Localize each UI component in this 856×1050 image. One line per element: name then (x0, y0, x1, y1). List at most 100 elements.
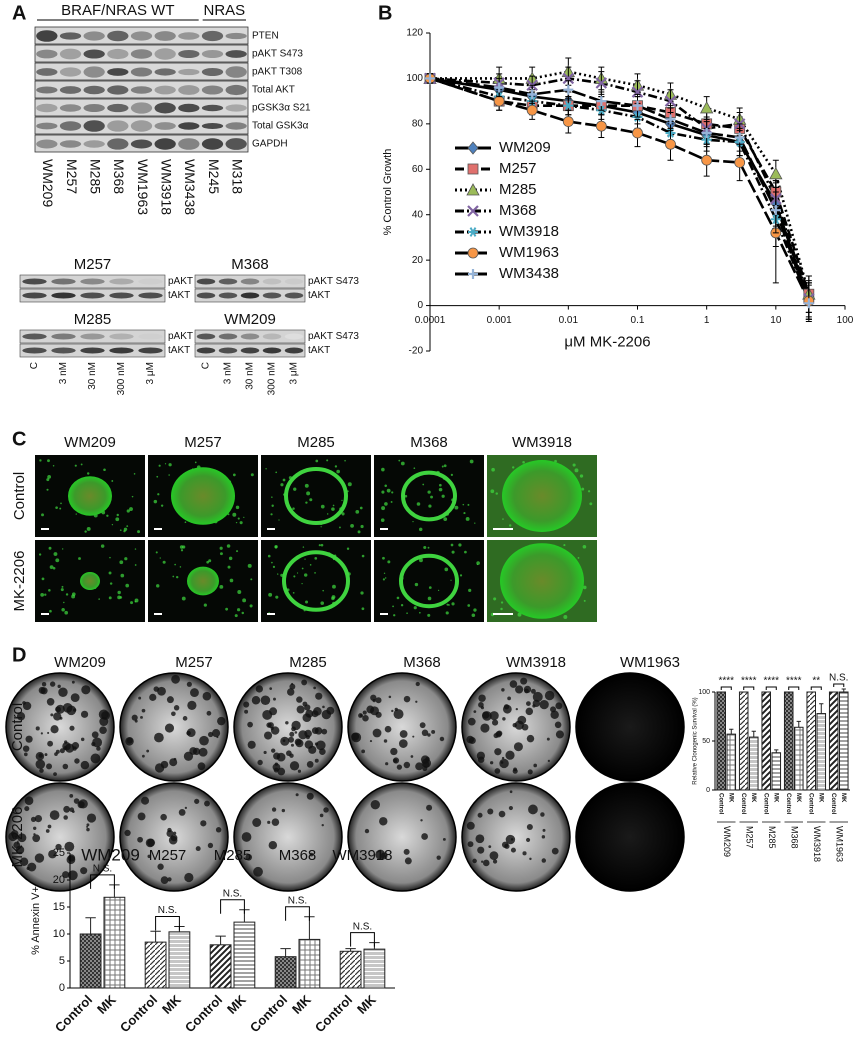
speck (400, 604, 404, 607)
dose-label: C (201, 362, 212, 369)
blot-band (201, 30, 224, 42)
protein-label: pAKT S473 (308, 276, 359, 287)
colony (282, 739, 286, 742)
speck (280, 483, 284, 487)
blot-band (36, 103, 58, 113)
x-tick-label: Control (182, 992, 225, 1035)
colony (199, 735, 209, 746)
legend-label: M285 (499, 181, 537, 198)
speck (511, 466, 515, 469)
x-tick-label: Control (785, 793, 791, 815)
blot-band (80, 278, 105, 285)
speck (350, 524, 354, 528)
significance-label: N.S. (223, 888, 242, 899)
marker (425, 73, 435, 84)
colony (86, 827, 90, 832)
bar (103, 896, 126, 989)
lane-label: WM209 (40, 159, 56, 207)
speck (393, 614, 396, 617)
colony (375, 711, 382, 718)
blot-band (36, 49, 58, 59)
blot-band (138, 292, 163, 299)
colony (164, 723, 175, 733)
colony (539, 699, 549, 710)
speck (304, 483, 309, 488)
speck (301, 567, 304, 570)
colony (415, 762, 424, 771)
speck (392, 605, 394, 608)
speck (134, 564, 137, 566)
colony (512, 723, 517, 728)
speck (500, 607, 503, 611)
bar (726, 733, 737, 791)
speck (412, 520, 414, 523)
colony (525, 707, 534, 716)
spheroid (284, 467, 348, 525)
speck (380, 518, 385, 522)
spheroid (282, 550, 350, 612)
colony (528, 804, 538, 815)
bar (828, 691, 839, 791)
speck (314, 557, 318, 560)
speck (387, 560, 391, 564)
spheroid (401, 470, 457, 522)
column-title: WM1963 (620, 654, 680, 671)
colony (390, 747, 398, 756)
speck (326, 459, 329, 462)
speck (451, 550, 455, 554)
blot-band (201, 138, 224, 150)
group-label: BRAF/NRAS WT (61, 2, 174, 19)
speck (384, 502, 388, 506)
colony (263, 731, 273, 740)
colony (412, 735, 415, 738)
significance-bracket (285, 906, 310, 921)
colony (544, 690, 555, 701)
significance-label: **** (741, 676, 757, 687)
colony (472, 858, 477, 864)
protein-label: pAKT S473 (308, 331, 359, 342)
blot-band (154, 85, 176, 95)
speck (476, 561, 480, 565)
colony (364, 828, 370, 834)
error-bar (345, 948, 356, 952)
blot-band (196, 278, 216, 285)
panel-label: D (12, 644, 26, 666)
colony (542, 828, 546, 832)
colony (436, 855, 441, 860)
bar (274, 956, 297, 989)
blot-band (22, 333, 47, 340)
colony (66, 705, 77, 716)
speck (160, 504, 164, 507)
group-label: NRAS (203, 2, 245, 19)
marker (527, 89, 538, 100)
group-label: M285 (214, 847, 252, 864)
colony (415, 681, 420, 687)
bar (363, 948, 386, 989)
colony (532, 691, 543, 702)
speck (65, 593, 69, 596)
legend-marker (467, 205, 479, 217)
colony (208, 731, 214, 738)
speck (48, 589, 51, 592)
y-tick-label: 0 (59, 982, 65, 994)
colony (482, 711, 492, 721)
colony (171, 674, 180, 684)
speck (361, 607, 365, 611)
speck (474, 522, 476, 524)
speck (227, 565, 231, 569)
colony (510, 847, 516, 853)
colony (260, 695, 271, 706)
colony (375, 697, 382, 704)
legend-marker (467, 163, 479, 175)
speck (180, 549, 184, 552)
colony (59, 716, 63, 720)
bar (339, 950, 362, 989)
x-tick-label: Control (740, 793, 746, 815)
colony (508, 805, 513, 811)
colony (22, 745, 30, 752)
colony (304, 740, 314, 749)
colony (540, 812, 545, 817)
blot-band (284, 292, 304, 299)
colony (295, 793, 299, 797)
